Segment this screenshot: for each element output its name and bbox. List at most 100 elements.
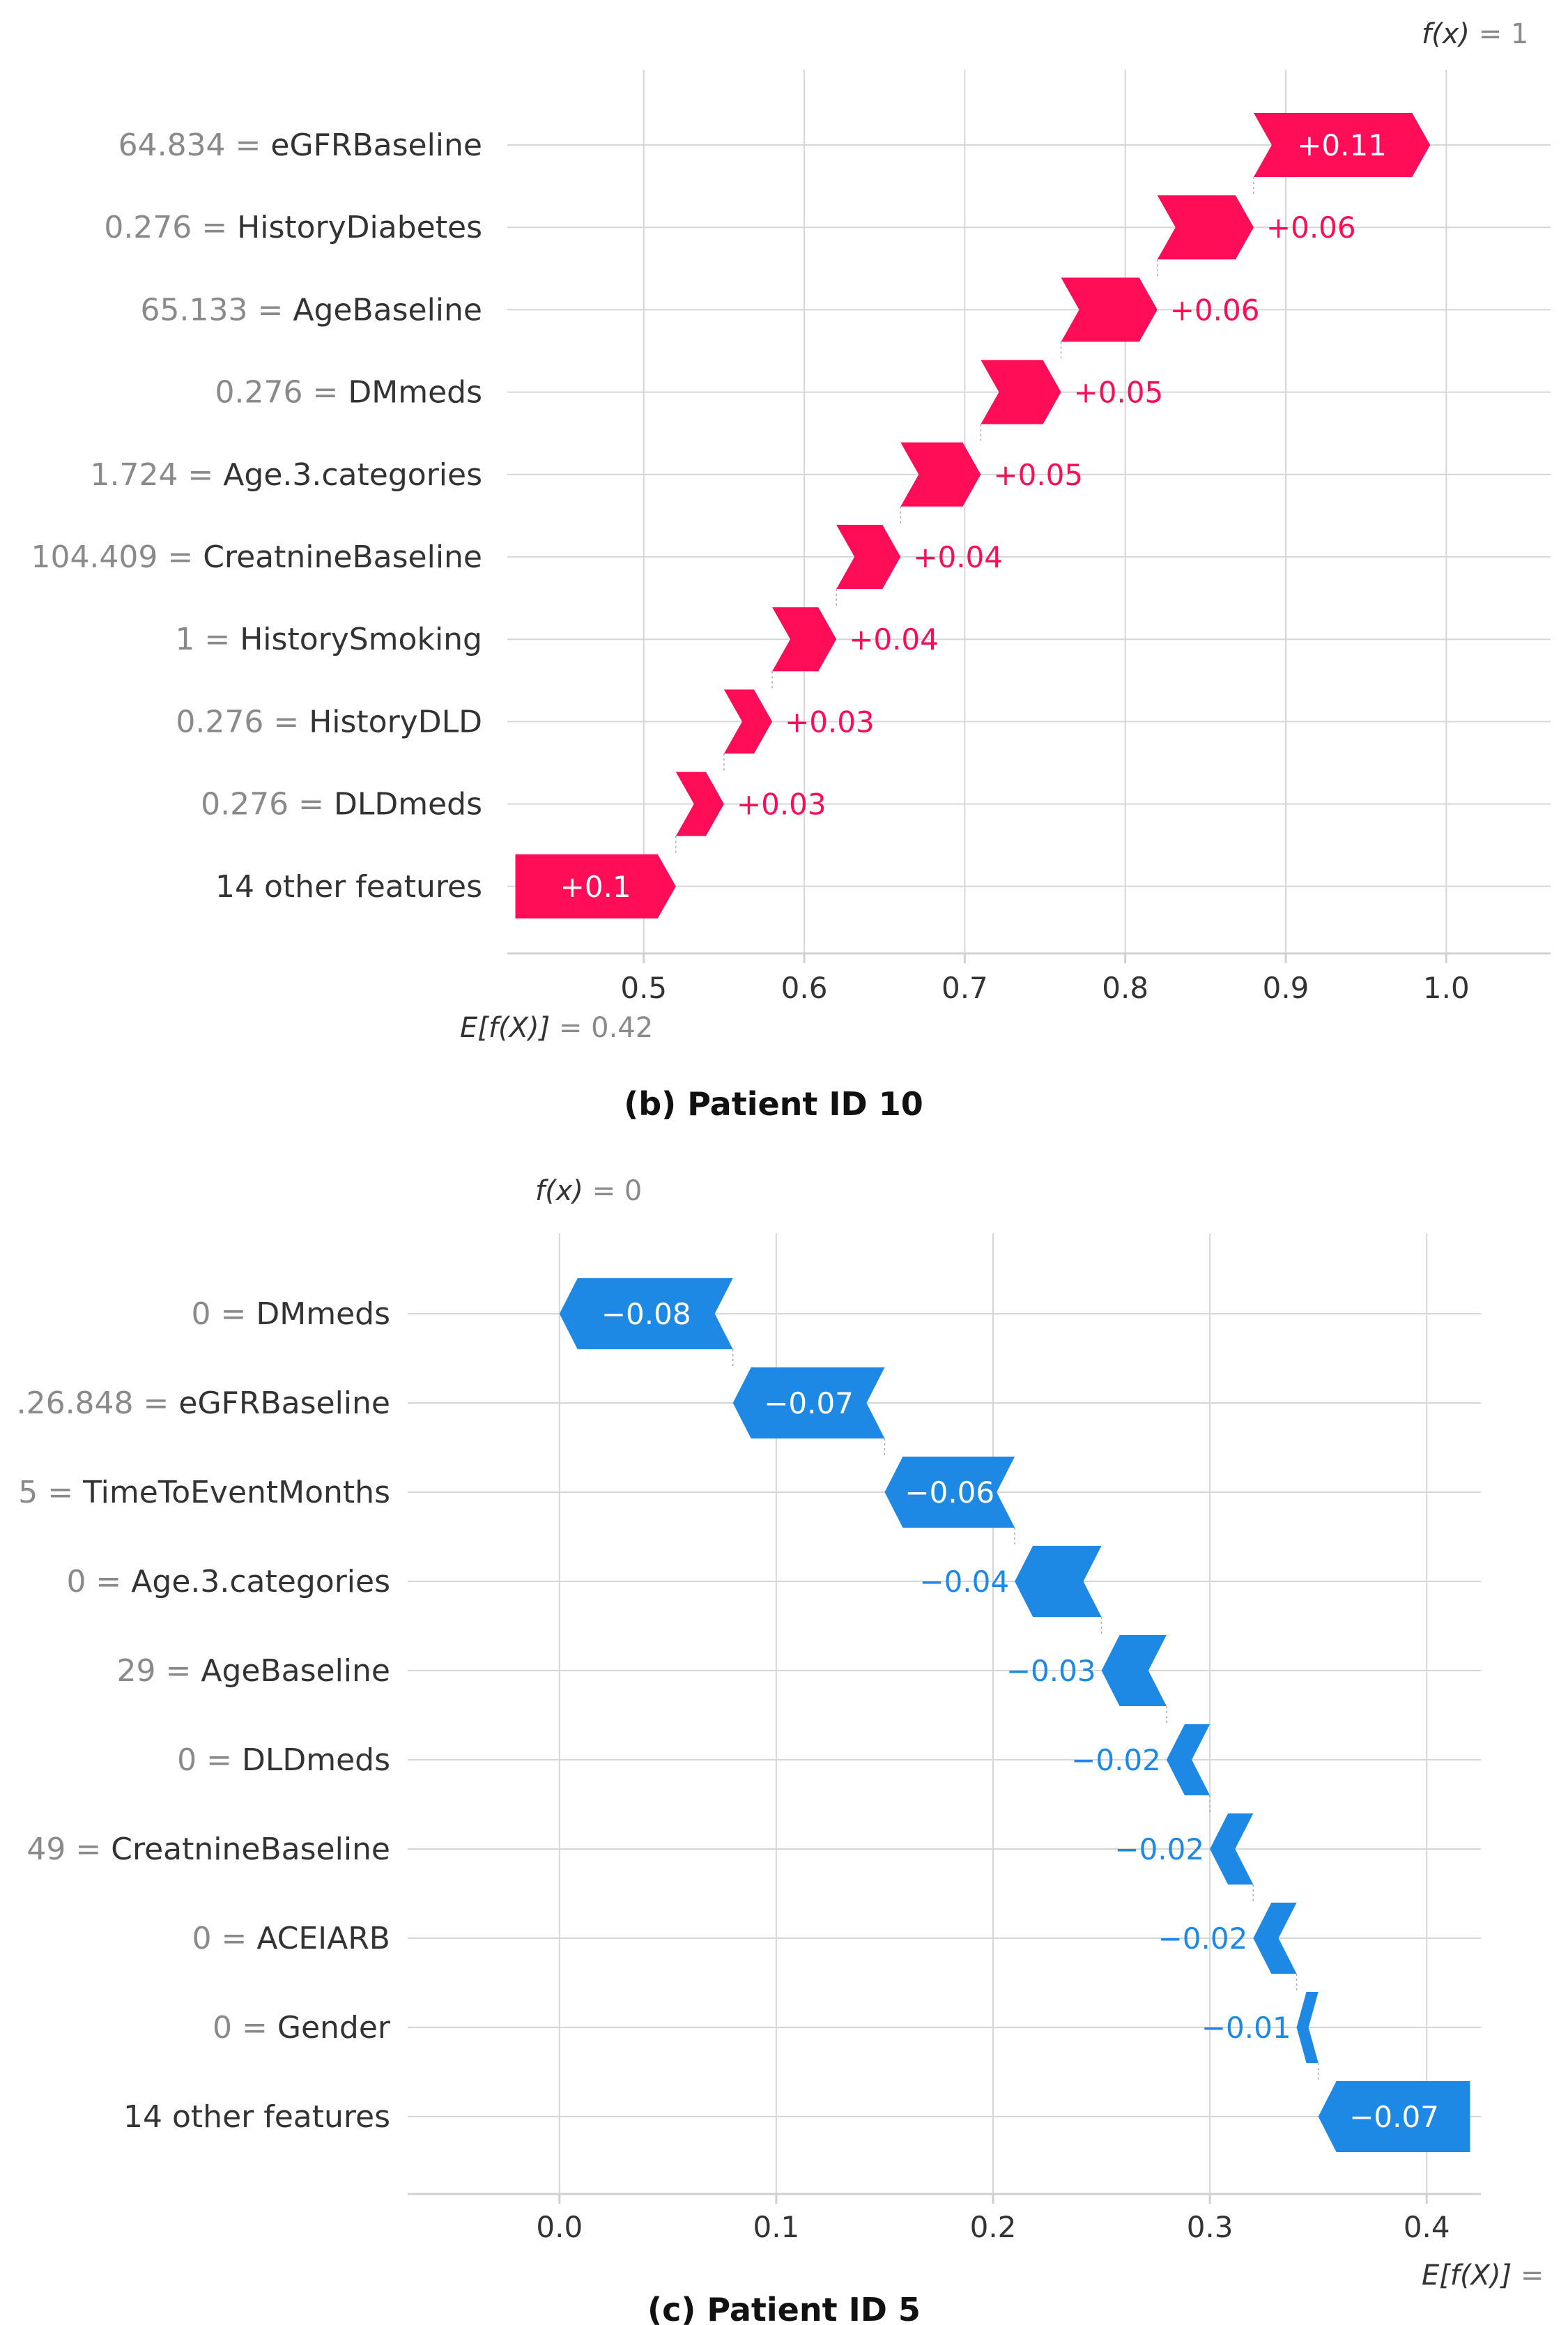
feature-label: 29 = AgeBaseline [117,1653,390,1689]
feature-name: Age.3.categories [223,457,482,493]
fx-value: = 0 [592,1175,643,1207]
feature-name: DMmeds [348,375,482,410]
feature-value: 1 = [175,622,240,657]
feature-label: 104.409 = CreatnineBaseline [31,539,482,575]
contribution-label: −0.01 [1201,2011,1291,2045]
bar-positive [772,607,837,672]
feature-value: 0 = [177,1742,242,1778]
bar-negative [559,1278,733,1349]
bar-positive [1157,195,1254,260]
feature-name: 14 other features [123,2099,390,2135]
efx-annotation: E[f(X)] = [1422,2259,1544,2292]
bar-positive [675,772,724,836]
feature-name: Age.3.categories [131,1564,390,1599]
feature-name: HistorySmoking [240,622,482,657]
contribution-label: +0.05 [1074,376,1164,410]
x-tick-label: 0.8 [1102,971,1148,1005]
feature-name: TimeToEventMonths [82,1475,390,1510]
feature-value: 0 = [213,2010,277,2046]
feature-name: DLDmeds [334,787,482,822]
feature-value: 29 = [117,1653,201,1689]
feature-name: HistoryDiabetes [237,210,482,245]
feature-label: 64.834 = eGFRBaseline [118,128,482,163]
bar-negative [1318,2081,1470,2152]
bar-positive [515,854,676,919]
efx-value: = [1521,2259,1544,2292]
feature-name: 14 other features [215,869,482,905]
feature-label: 0 = Gender [213,2010,391,2046]
fx-value: = 1 [1479,18,1529,50]
feature-name: ACEIARB [256,1921,390,1956]
feature-value: 0.276 = [176,704,309,739]
bar-negative [884,1457,1015,1528]
feature-label: 0 = ACEIARB [192,1921,390,1956]
efx-label: E[f(X)] [1422,2259,1521,2292]
feature-label: 0.276 = DLDmeds [201,787,482,822]
feature-value: 0 = [192,1921,256,1956]
bar-positive [836,525,901,589]
feature-value: 64.834 = [118,128,271,163]
feature-label: 14 other features [123,2099,390,2135]
fx-label: f(x) [1422,18,1479,50]
feature-label: .26.848 = eGFRBaseline [17,1386,390,1421]
contribution-label: −0.03 [1006,1654,1096,1688]
contribution-label: −0.04 [919,1565,1009,1599]
feature-value: 49 = [26,1832,111,1867]
fx-label: f(x) [535,1175,592,1207]
feature-name: eGFRBaseline [178,1386,390,1421]
feature-name: CreatnineBaseline [203,539,482,575]
bar-negative [1210,1813,1254,1885]
feature-value: 0 = [66,1564,131,1599]
feature-name: eGFRBaseline [270,128,482,163]
feature-name: DMmeds [256,1296,390,1332]
fx-annotation: f(x) = 1 [1422,18,1528,50]
bar-positive [723,689,773,754]
x-tick-label: 0.3 [1187,2210,1233,2244]
bar-negative [1015,1546,1102,1617]
feature-name: CreatnineBaseline [111,1832,390,1867]
contribution-label: +0.04 [913,540,1003,574]
bar-positive [1253,113,1431,177]
x-tick-label: 0.2 [970,2210,1017,2244]
feature-label: 0 = DMmeds [192,1296,390,1332]
contribution-label: −0.02 [1114,1832,1204,1866]
panel-caption: (b) Patient ID 10 [624,1085,923,1123]
feature-label: 0.276 = DMmeds [215,375,482,410]
feature-value: 0.276 = [215,375,348,410]
x-tick-label: 0.6 [781,971,828,1005]
feature-value: .26.848 = [17,1386,179,1421]
contribution-label: −0.02 [1071,1743,1161,1777]
contribution-label: +0.03 [785,705,875,739]
contribution-label: +0.1 [560,870,631,904]
bar-negative [732,1367,885,1438]
contribution-label: −0.02 [1158,1921,1248,1956]
feature-name: Gender [277,2010,391,2046]
feature-label: 49 = CreatnineBaseline [26,1832,390,1867]
feature-label: 5 = TimeToEventMonths [18,1475,390,1510]
contribution-label: +0.04 [849,622,939,657]
bar-negative [1101,1635,1167,1706]
fx-annotation: f(x) = 0 [535,1175,642,1207]
x-tick-label: 1.0 [1423,971,1470,1005]
efx-annotation: E[f(X)] = 0.42 [460,1012,653,1044]
feature-value: 65.133 = [141,292,293,328]
feature-name: DLDmeds [242,1742,390,1778]
panel-b: 0.5 0.6 0.7 0.8 0.9 1.0 +0.11 64.834 = eGFRBase… [31,18,1551,1123]
feature-label: 1 = HistorySmoking [175,622,482,657]
feature-name: AgeBaseline [293,292,482,328]
bar-positive [900,442,981,507]
feature-value: 0 = [192,1296,256,1332]
feature-label: 0 = Age.3.categories [66,1564,390,1599]
x-tick-label: 0.1 [753,2210,799,2244]
bar-positive [1061,277,1158,342]
panel-caption: (c) Patient ID 5 [647,2291,921,2325]
bar-negative [1166,1724,1210,1795]
contribution-label: −0.07 [764,1386,854,1420]
contribution-label: −0.06 [905,1475,994,1510]
contribution-label: +0.06 [1170,293,1260,327]
bar-positive [981,360,1061,424]
feature-label: 65.133 = AgeBaseline [141,292,482,328]
feature-label: 14 other features [215,869,482,905]
feature-name: AgeBaseline [201,1653,390,1689]
